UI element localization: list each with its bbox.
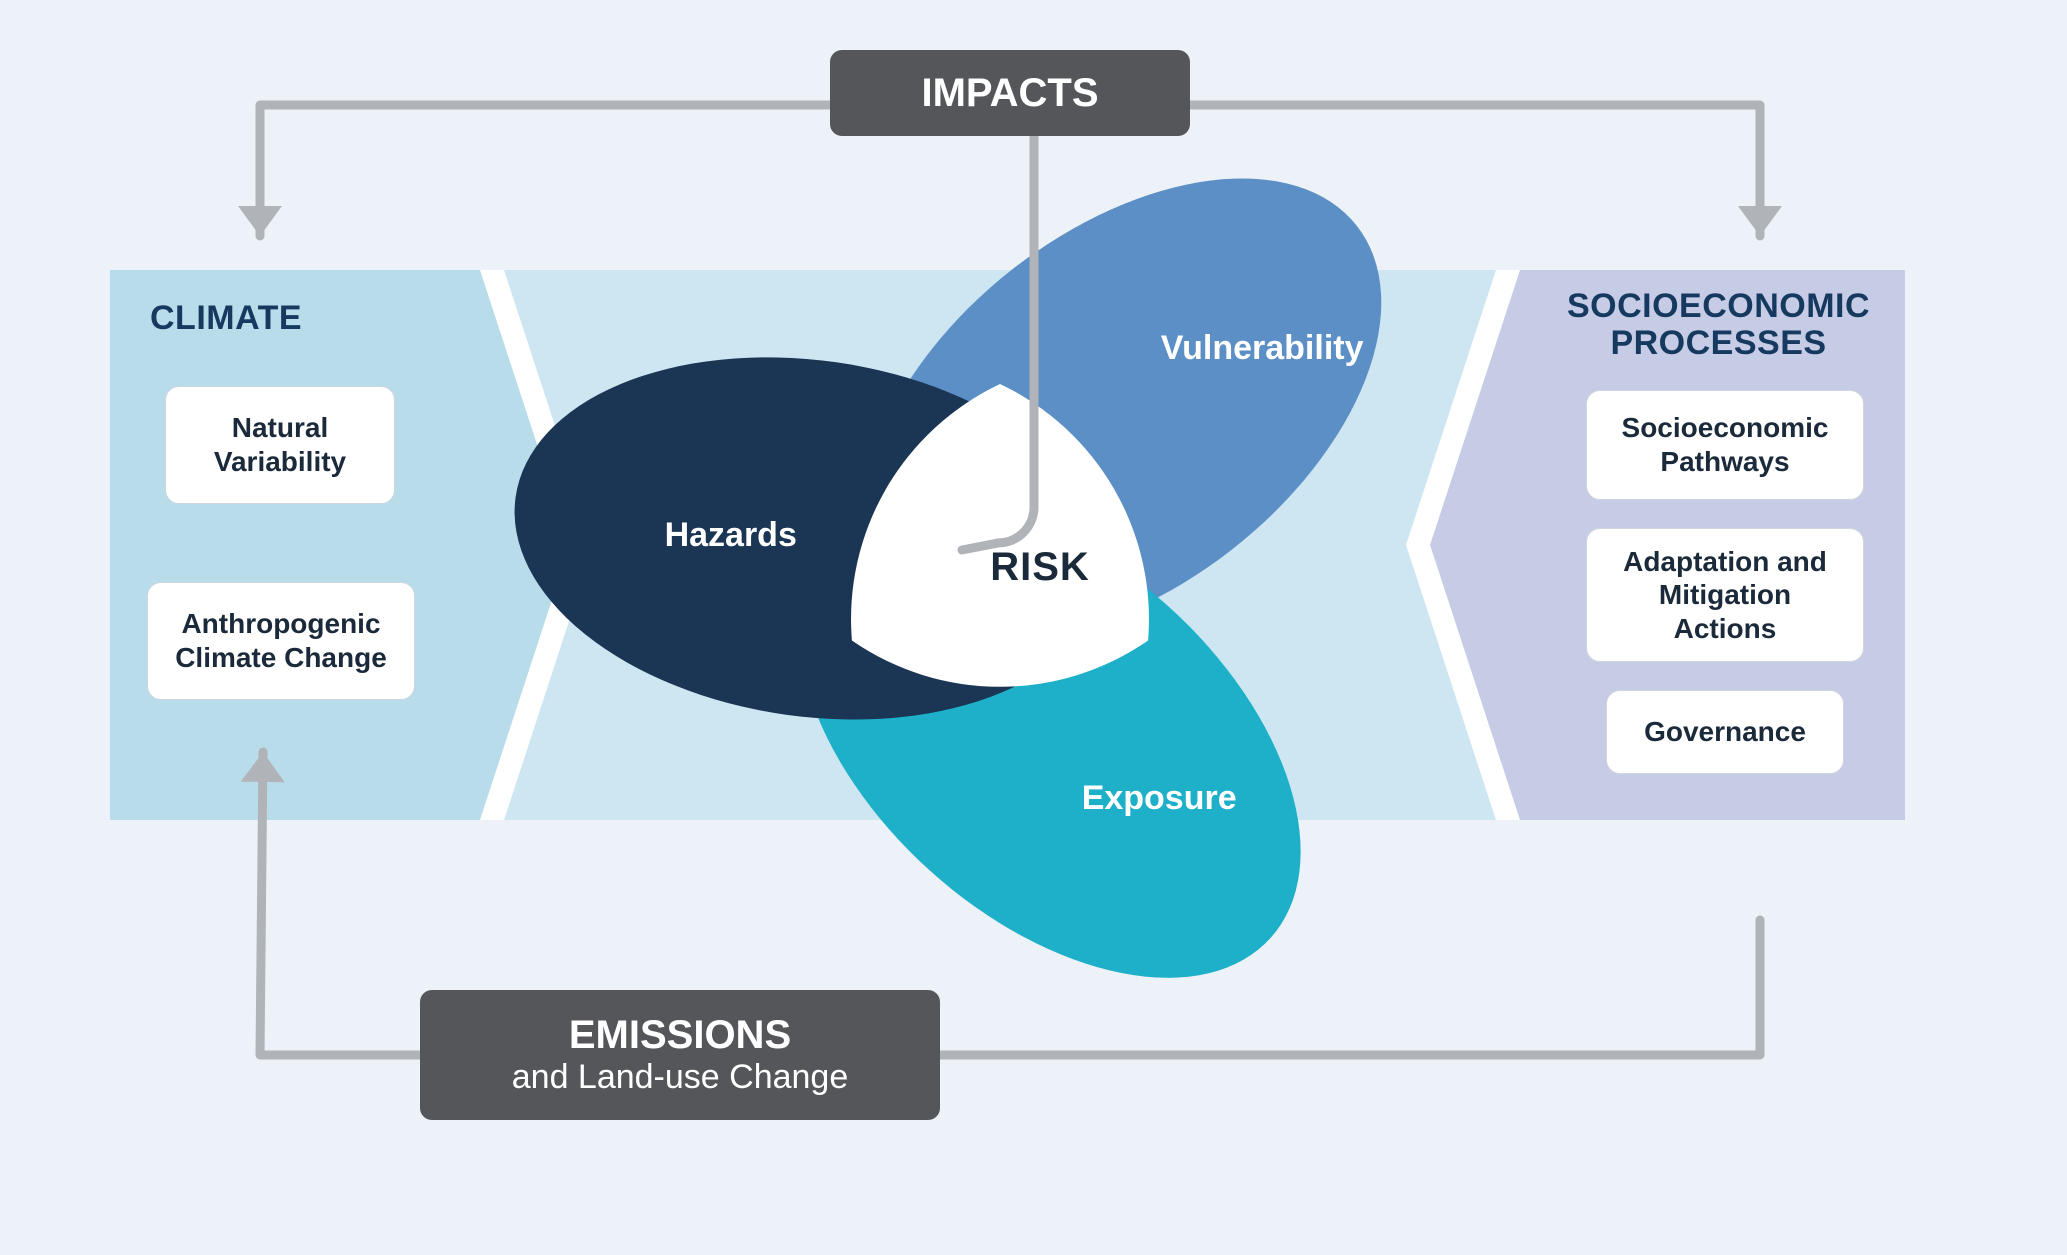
venn-label-vulnerability: Vulnerability xyxy=(1112,329,1412,368)
venn-label-vulnerability-text: Vulnerability xyxy=(1161,329,1364,367)
emissions-box: EMISSIONS and Land-use Change xyxy=(420,990,940,1120)
card-left-0: NaturalVariability xyxy=(165,386,395,504)
impacts-label: IMPACTS xyxy=(921,70,1098,116)
card-left-1: AnthropogenicClimate Change xyxy=(147,582,415,700)
venn-label-hazards-text: Hazards xyxy=(665,516,797,554)
emissions-line2: and Land-use Change xyxy=(512,1058,849,1097)
emissions-line1: EMISSIONS xyxy=(569,1012,791,1058)
card-right-1: Adaptation andMitigationActions xyxy=(1586,528,1864,662)
venn-label-exposure-text: Exposure xyxy=(1082,779,1237,817)
card-right-0: SocioeconomicPathways xyxy=(1586,390,1864,500)
venn-label-exposure: Exposure xyxy=(1029,779,1289,818)
panel-title-climate-text: CLIMATE xyxy=(150,299,302,337)
panel-title-socioeconomic-text: SOCIOECONOMICPROCESSES xyxy=(1567,287,1870,362)
panel-title-climate: CLIMATE xyxy=(150,300,450,337)
impacts-box: IMPACTS xyxy=(830,50,1190,136)
panel-title-socioeconomic: SOCIOECONOMICPROCESSES xyxy=(1546,288,1891,363)
venn-label-risk: RISK xyxy=(940,545,1140,590)
card-right-2: Governance xyxy=(1606,690,1844,774)
venn-label-risk-text: RISK xyxy=(990,545,1090,589)
venn-label-hazards: Hazards xyxy=(601,516,861,555)
